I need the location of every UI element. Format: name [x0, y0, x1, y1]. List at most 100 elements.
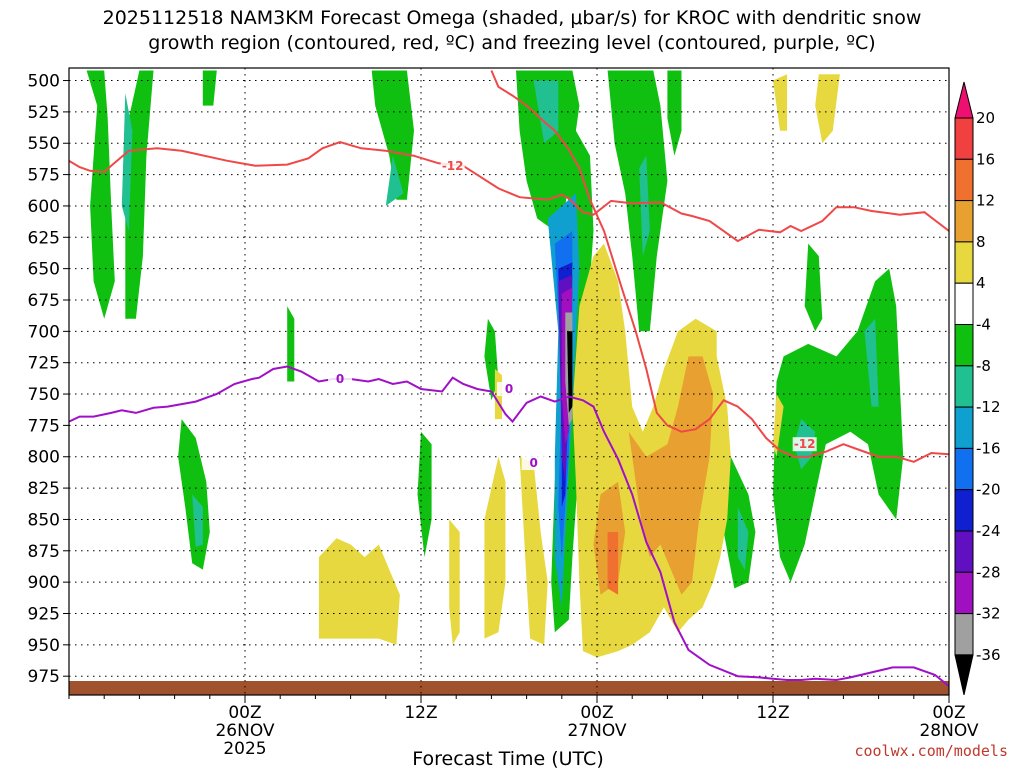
colorbar-box-9	[954, 447, 974, 491]
y-tick-label-9: 725	[28, 354, 60, 374]
colorbar-label-11: -28	[976, 563, 1001, 581]
colorbar-label-8: -16	[976, 439, 1001, 457]
y-tick-label-11: 775	[28, 416, 60, 436]
terrain-ground	[69, 681, 949, 695]
y-tick-label-17: 925	[28, 604, 60, 624]
omega-region-0-4	[287, 306, 295, 382]
y-tick-label-19: 975	[28, 667, 60, 687]
contour-label-dgz_upper: -12	[442, 159, 464, 173]
omega-region-10-1	[628, 356, 714, 595]
colorbar-box-6	[954, 324, 974, 367]
y-tick-label-0: 500	[28, 72, 60, 92]
omega-region-9-3	[484, 456, 506, 639]
y-tick-label-15: 875	[28, 542, 60, 562]
chart-title-line2: growth region (contoured, red, ºC) and f…	[148, 32, 875, 54]
colorbar-top-arrow	[954, 81, 974, 119]
omega-region-11-0	[607, 532, 619, 595]
contour-label-bg-freezing_b	[497, 382, 521, 397]
omega-region-1-2	[192, 494, 203, 547]
x-tick-label-0-line2: 26NOV	[215, 721, 274, 741]
colorbar-box-5	[954, 282, 974, 326]
y-tick-label-14: 850	[28, 510, 60, 530]
omega-region-1-7	[864, 318, 879, 407]
colorbar-box-8	[954, 406, 974, 449]
y-tick-label-1: 525	[28, 103, 60, 123]
colorbar-bottom-arrow	[954, 654, 974, 696]
contour-label-bg-dgz_upper	[440, 158, 465, 173]
plot-grid	[69, 68, 949, 695]
omega-region-0-3	[178, 419, 210, 570]
colorbar-box-12	[954, 571, 974, 615]
x-tick-label-0-line3: 2025	[223, 739, 266, 759]
y-tick-label-16: 900	[28, 573, 60, 593]
x-axis-label: Forecast Time (UTC)	[412, 748, 603, 768]
colorbar-label-10: -24	[976, 522, 1001, 540]
omega-region-0-10	[607, 70, 668, 332]
credit-text: coolwx.com/models	[854, 742, 1008, 760]
contour-labels: -12 -12 0 0 0	[328, 158, 817, 471]
omega-region-1-0	[121, 93, 133, 231]
colorbar-box-13	[954, 613, 974, 656]
omega-region-0-5	[371, 70, 414, 200]
contour-dgz_lower_-12C	[490, 70, 949, 463]
y-tick-label-5: 625	[28, 228, 60, 248]
colorbar-label-0: 20	[976, 109, 995, 127]
contour-label-bg-freezing_c	[521, 456, 546, 471]
colorbar-label-6: -8	[976, 357, 991, 375]
contour-label-freezing_b: 0	[505, 382, 513, 396]
omega-region-1-5	[737, 506, 749, 570]
x-tick-label-0-line1: 00Z	[228, 703, 261, 723]
omega-region-8-0	[567, 331, 573, 413]
colorbar-box-1	[954, 117, 974, 160]
contour-label-bg-dgz_lower	[792, 437, 817, 452]
y-tick-label-8: 700	[28, 322, 60, 342]
x-tick-label-3-line1: 12Z	[756, 703, 789, 723]
omega-region-9-7	[815, 74, 840, 144]
contour-dgz_upper_-12C	[69, 140, 949, 243]
omega-region-0-11	[667, 70, 682, 156]
x-tick-label-2-line2: 27NOV	[567, 721, 626, 741]
colorbar-label-1: 16	[976, 150, 995, 168]
y-tick-label-2: 550	[28, 134, 60, 154]
contour-lines	[69, 70, 949, 687]
colorbar-label-4: 4	[976, 274, 986, 292]
x-tick-label-1-line1: 12Z	[404, 703, 437, 723]
plot-frame	[68, 67, 950, 696]
contour-label-bg-freezing_a	[328, 371, 353, 386]
y-tick-label-6: 650	[28, 260, 60, 280]
chart-title-line1: 2025112518 NAM3KM Forecast Omega (shaded…	[103, 7, 922, 29]
y-tick-label-10: 750	[28, 385, 60, 405]
colorbar-label-5: -4	[976, 316, 991, 334]
y-tick-label-3: 575	[28, 166, 60, 186]
omega-region-9-9	[1016, 457, 1024, 658]
contour-label-freezing_a: 0	[336, 372, 344, 386]
omega-region-9-4	[519, 456, 548, 645]
y-tick-label-7: 675	[28, 291, 60, 311]
omega-region-0-6	[417, 431, 432, 558]
contour-label-freezing_c: 0	[529, 456, 537, 470]
y-tick-label-13: 825	[28, 479, 60, 499]
colorbar-box-10	[954, 489, 974, 532]
contour-freezing_level_0C	[69, 365, 949, 687]
contour-label-dgz_lower: -12	[794, 437, 816, 451]
omega-region-1-4	[639, 155, 650, 257]
colorbar-box-3	[954, 200, 974, 243]
colorbar-label-2: 12	[976, 192, 995, 210]
colorbar-box-11	[954, 530, 974, 573]
colorbar-box-4	[954, 241, 974, 284]
omega-region-9-1	[318, 538, 400, 645]
omega-region-0-2	[202, 70, 217, 106]
x-tick-label-4-line1: 00Z	[932, 703, 965, 723]
colorbar-box-7	[954, 365, 974, 408]
omega-region-9-6	[773, 74, 788, 131]
omega-region-0-0	[69, 70, 115, 319]
colorbar-box-2	[954, 158, 974, 202]
colorbar-label-13: -36	[976, 646, 1001, 664]
y-tick-label-18: 950	[28, 636, 60, 656]
omega-region-1-1	[385, 155, 404, 206]
y-axis: 500 525 550 575 600 625 650 675 700 725 750 775 800 8…	[28, 72, 69, 687]
x-tick-label-2-line1: 00Z	[580, 703, 613, 723]
omega-region-0-1	[125, 70, 154, 319]
